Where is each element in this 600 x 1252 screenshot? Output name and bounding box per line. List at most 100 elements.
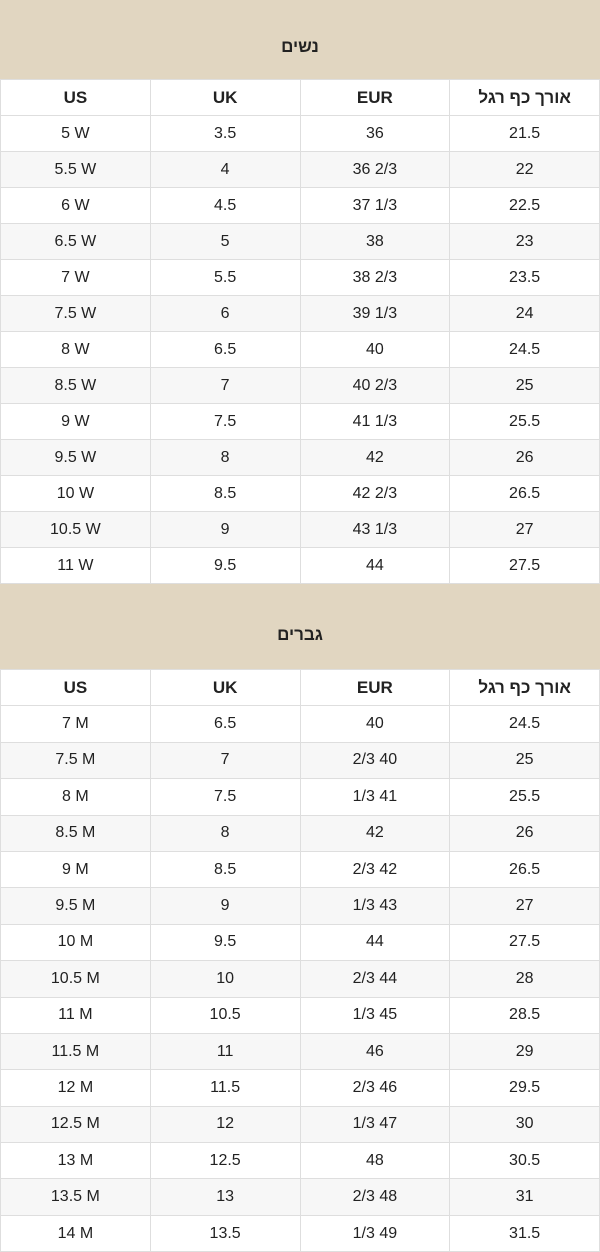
table-cell: 12.5 [149, 1142, 301, 1180]
table-cell: 42 [299, 439, 451, 476]
table-cell: 11 [149, 1032, 301, 1071]
table-cell: 13 [149, 1178, 301, 1216]
table-cell: 5.5 W [0, 151, 151, 188]
table-cell: 29 [449, 1032, 600, 1071]
table-cell: 6.5 W [0, 223, 151, 260]
table-cell: 12 [149, 1105, 301, 1144]
table-cell: 11.5 M [0, 1032, 151, 1071]
section: גברים אורך כף רגל EUR UK US 24.5 40 6.5 7 M 25 2/3… [0, 584, 600, 1252]
table-cell: 8.5 M [0, 814, 151, 852]
table-row: 22 36 2/3 4 5.5 W [0, 151, 600, 188]
table-cell: 24.5 [449, 705, 600, 743]
table-cell: 4.5 [149, 187, 301, 224]
table-cell: 37 1/3 [299, 187, 451, 224]
table-cell: 41 1/3 [299, 403, 451, 440]
table-cell: 14 M [0, 1214, 151, 1252]
table-cell: 31 [449, 1178, 600, 1216]
table-row: 31.5 1/3 49 13.5 14 M [0, 1214, 600, 1252]
table-cell: 6.5 [149, 331, 301, 368]
table-cell: 7.5 W [0, 295, 151, 332]
table-cell: 1/3 43 [299, 887, 451, 925]
table-row: 30.5 48 12.5 13 M [0, 1142, 600, 1180]
table-cell: 10 W [0, 475, 151, 512]
table-cell: 38 [299, 223, 451, 260]
table-body: 21.5 36 3.5 5 W 22 36 2/3 4 5.5 W 22.5 37 1/3 4.5 6… [0, 115, 600, 584]
column-header: EUR [299, 668, 451, 707]
table-row: 28.5 1/3 45 10.5 11 M [0, 996, 600, 1034]
table-cell: 11 M [0, 996, 151, 1034]
table-cell: 22.5 [449, 187, 600, 224]
table-cell: 24 [449, 295, 600, 332]
table-cell: 31.5 [449, 1214, 600, 1252]
table-cell: 42 [299, 814, 451, 852]
table-row: 28 2/3 44 10 10.5 M [0, 960, 600, 998]
table-cell: 26.5 [449, 850, 600, 889]
table-cell: 24.5 [449, 331, 600, 368]
column-header: EUR [299, 79, 451, 116]
table-cell: 9 [149, 887, 301, 925]
table-cell: 7.5 M [0, 741, 151, 780]
table-cell: 9.5 M [0, 887, 151, 925]
table-cell: 8.5 [149, 475, 301, 512]
table-cell: 27.5 [449, 547, 600, 584]
table-cell: 25.5 [449, 778, 600, 816]
table-row: 24 39 1/3 6 7.5 W [0, 295, 600, 332]
table-cell: 42 2/3 [299, 475, 451, 512]
table-cell: 30 [449, 1105, 600, 1144]
table-cell: 5 [149, 223, 301, 260]
table-row: 27.5 44 9.5 11 W [0, 547, 600, 584]
table-row: 27.5 44 9.5 10 M [0, 923, 600, 962]
table-cell: 7 M [0, 705, 151, 743]
table-row: 26 42 8 9.5 W [0, 439, 600, 476]
table-cell: 25 [449, 367, 600, 404]
table-cell: 25.5 [449, 403, 600, 440]
table-cell: 9 [149, 511, 301, 548]
table-cell: 36 [299, 115, 451, 152]
table-cell: 10.5 [149, 996, 301, 1034]
table-cell: 8 [149, 439, 301, 476]
table-cell: 8 W [0, 331, 151, 368]
table-cell: 38 2/3 [299, 259, 451, 296]
size-table: אורך כף רגל EUR UK US 21.5 36 3.5 5 W 22 36 2/3 4 5… [0, 79, 600, 584]
table-cell: 1/3 45 [299, 996, 451, 1034]
table-cell: 8 M [0, 778, 151, 816]
table-row: 23 38 5 6.5 W [0, 223, 600, 260]
table-row: 24.5 40 6.5 8 W [0, 331, 600, 368]
size-table: אורך כף רגל EUR UK US 24.5 40 6.5 7 M 25 2/3 40 7 7… [0, 668, 600, 1252]
table-cell: 26 [449, 439, 600, 476]
table-cell: 44 [299, 923, 451, 962]
table-row: 27 43 1/3 9 10.5 W [0, 511, 600, 548]
table-cell: 30.5 [449, 1142, 600, 1180]
table-row: 26.5 2/3 42 8.5 9 M [0, 850, 600, 889]
table-header: אורך כף רגל EUR UK US [0, 668, 600, 707]
table-cell: 10.5 M [0, 960, 151, 998]
table-cell: 12 M [0, 1069, 151, 1107]
table-cell: 6 W [0, 187, 151, 224]
table-cell: 1/3 41 [299, 778, 451, 816]
table-cell: 9 M [0, 850, 151, 889]
table-cell: 29.5 [449, 1069, 600, 1107]
table-cell: 2/3 42 [299, 850, 451, 889]
table-cell: 13.5 M [0, 1178, 151, 1216]
table-cell: 6.5 [149, 705, 301, 743]
table-cell: 1/3 49 [299, 1214, 451, 1252]
table-cell: 8.5 W [0, 367, 151, 404]
table-cell: 7.5 [149, 778, 301, 816]
table-cell: 21.5 [449, 115, 600, 152]
column-header: אורך כף רגל [449, 668, 600, 707]
table-cell: 44 [299, 547, 451, 584]
table-row: 27 1/3 43 9 9.5 M [0, 887, 600, 925]
table-cell: 5 W [0, 115, 151, 152]
table-cell: 23.5 [449, 259, 600, 296]
table-cell: 36 2/3 [299, 151, 451, 188]
table-body: 24.5 40 6.5 7 M 25 2/3 40 7 7.5 M 25.5 1/3 41 7.5 8… [0, 705, 600, 1252]
table-cell: 48 [299, 1142, 451, 1180]
table-cell: 10 [149, 960, 301, 998]
table-cell: 26 [449, 814, 600, 852]
section-title: גברים [0, 584, 600, 669]
table-cell: 7 [149, 367, 301, 404]
table-row: 31 2/3 48 13 13.5 M [0, 1178, 600, 1216]
table-cell: 7.5 [149, 403, 301, 440]
